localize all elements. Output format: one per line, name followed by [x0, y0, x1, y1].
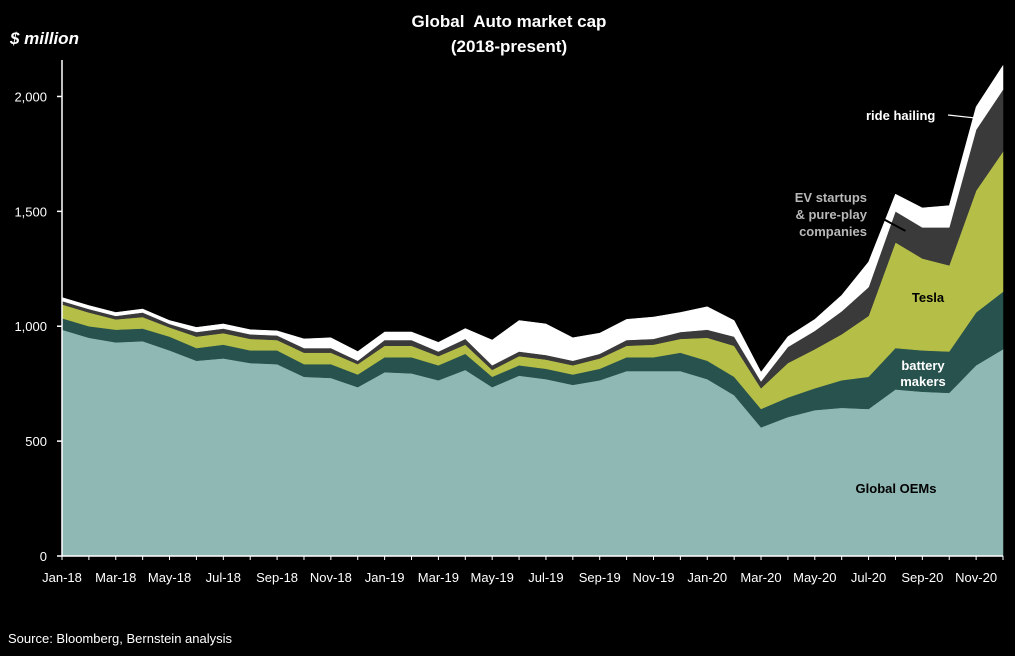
x-tick-label: Sep-18 — [256, 570, 298, 585]
leader-ev-startups — [869, 211, 906, 232]
area-ride-hailing — [61, 64, 1004, 382]
y-tick-label: 1,500 — [14, 204, 47, 219]
y-tick-label: 2,000 — [14, 89, 47, 104]
annotation-battery-line1: battery — [901, 358, 945, 373]
x-tick-label: Sep-19 — [579, 570, 621, 585]
axes — [57, 60, 1004, 560]
x-tick-label: Nov-19 — [633, 570, 675, 585]
x-tick-label: May-19 — [470, 570, 513, 585]
x-tick-label: Jan-18 — [42, 570, 82, 585]
x-tick-labels: Jan-18 Mar-18 May-18 Jul-18 Sep-18 Nov-18 Jan-… — [42, 570, 997, 585]
y-tick-label: 1,000 — [14, 319, 47, 334]
x-tick-label: Nov-18 — [310, 570, 352, 585]
y-tick-labels: 0 500 1,000 1,500 2,000 — [14, 89, 47, 564]
x-tick-label: Mar-20 — [740, 570, 781, 585]
annotation-ev-startups-line3: companies — [799, 224, 867, 239]
x-tick-label: Jul-20 — [851, 570, 886, 585]
source-note: Source: Bloomberg, Bernstein analysis — [8, 631, 233, 646]
x-tick-label: May-20 — [793, 570, 836, 585]
y-tick-label: 0 — [40, 549, 47, 564]
x-tick-label: Mar-19 — [418, 570, 459, 585]
x-tick-label: Nov-20 — [955, 570, 997, 585]
annotation-tesla: Tesla — [912, 290, 945, 305]
leader-ride-hailing — [947, 114, 979, 119]
annotation-battery-line2: makers — [900, 374, 946, 389]
chart-title: Global Auto market cap — [412, 12, 607, 31]
annotation-ev-startups-line2: & pure-play — [795, 207, 867, 222]
x-tick-label: Mar-18 — [95, 570, 136, 585]
x-tick-label: May-18 — [148, 570, 191, 585]
annotation-ride-hailing: ride hailing — [866, 108, 935, 123]
x-tick-label: Jul-18 — [206, 570, 241, 585]
annotation-global-oems: Global OEMs — [856, 481, 937, 496]
annotation-leaders — [869, 114, 979, 232]
x-tick-label: Jan-20 — [687, 570, 727, 585]
annotation-ev-startups-line1: EV startups — [795, 190, 867, 205]
y-tick-label: 500 — [25, 434, 47, 449]
x-tick-label: Jan-19 — [365, 570, 405, 585]
chart-subtitle: (2018-present) — [451, 37, 567, 56]
x-tick-label: Jul-19 — [528, 570, 563, 585]
y-axis-label: $ million — [9, 29, 79, 48]
x-tick-label: Sep-20 — [901, 570, 943, 585]
